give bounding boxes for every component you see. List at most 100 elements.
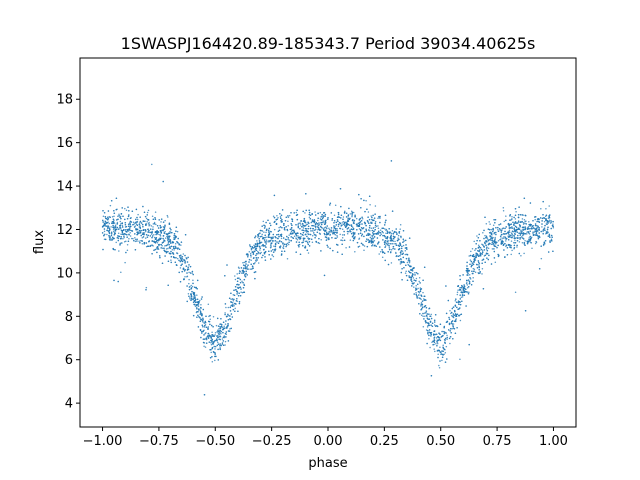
data-point [186, 269, 189, 271]
data-point [127, 223, 130, 226]
data-point [342, 220, 345, 223]
data-point [298, 245, 300, 248]
data-point [121, 207, 123, 209]
data-point [419, 288, 422, 291]
data-point [375, 233, 377, 235]
data-point [350, 228, 353, 231]
data-point [259, 232, 261, 234]
data-point [120, 229, 123, 231]
data-point [411, 274, 413, 277]
data-point [187, 293, 190, 295]
data-point [548, 205, 550, 207]
data-point [507, 231, 510, 234]
data-point [413, 279, 416, 281]
data-point [265, 236, 267, 238]
data-point [366, 238, 368, 240]
data-point [138, 229, 141, 232]
data-point [406, 279, 409, 281]
data-point [216, 338, 218, 341]
data-point [124, 224, 127, 226]
data-point [151, 231, 153, 234]
data-point [349, 229, 351, 231]
data-point [490, 236, 493, 238]
data-point [124, 218, 126, 221]
data-point [413, 282, 415, 284]
data-point [117, 215, 119, 218]
data-point [514, 232, 516, 235]
data-point [140, 222, 143, 224]
data-point [470, 260, 473, 263]
data-point [384, 245, 387, 247]
data-point [540, 245, 542, 247]
data-point [427, 318, 429, 321]
data-point [167, 242, 170, 244]
data-point [379, 217, 381, 219]
data-point [454, 305, 457, 307]
data-point [477, 260, 480, 262]
data-point [186, 275, 189, 277]
data-point [120, 235, 122, 238]
data-point [497, 244, 499, 247]
data-point [368, 229, 370, 231]
data-point [225, 315, 228, 318]
data-point [472, 272, 474, 275]
data-point [309, 218, 312, 220]
data-point [383, 252, 386, 255]
data-point [494, 241, 497, 244]
data-point [521, 241, 524, 244]
data-point [518, 206, 520, 208]
data-point [239, 281, 242, 284]
data-point [439, 360, 441, 362]
data-point [309, 233, 312, 236]
data-point [184, 268, 186, 271]
data-point [433, 319, 436, 322]
data-point [163, 247, 165, 249]
data-point [184, 254, 186, 257]
data-point [482, 244, 484, 246]
data-point [423, 318, 425, 320]
data-point [123, 236, 125, 239]
data-point [511, 236, 513, 239]
data-point [167, 241, 170, 243]
data-point [287, 243, 290, 246]
data-point [436, 325, 439, 328]
data-point [373, 230, 375, 233]
data-point [309, 214, 312, 216]
data-point [511, 249, 513, 252]
data-point [183, 259, 186, 262]
data-point [469, 254, 472, 257]
data-point [184, 276, 186, 278]
data-point [355, 223, 358, 226]
data-point [191, 285, 194, 288]
data-point [257, 262, 260, 264]
data-point [510, 253, 512, 256]
data-point [358, 245, 361, 248]
data-point [302, 231, 305, 234]
data-point [204, 332, 206, 335]
data-point [483, 246, 485, 248]
data-point [318, 237, 320, 240]
data-point [254, 236, 256, 239]
data-point [265, 239, 268, 241]
data-point [192, 296, 195, 298]
data-point [116, 219, 118, 221]
data-point [141, 242, 144, 245]
data-point [389, 251, 392, 254]
data-point [478, 263, 481, 265]
data-point [508, 224, 510, 227]
data-point [541, 217, 544, 220]
data-point [515, 226, 518, 229]
data-point [163, 228, 166, 230]
data-point [242, 262, 244, 264]
data-point [274, 249, 276, 252]
data-point [250, 249, 253, 251]
data-point [430, 317, 433, 320]
data-point [254, 235, 257, 237]
data-point [129, 231, 131, 234]
data-point [232, 303, 234, 306]
data-point [321, 217, 324, 220]
data-point [342, 218, 344, 221]
data-point [378, 253, 380, 255]
data-point [136, 218, 139, 221]
data-point [488, 228, 491, 231]
